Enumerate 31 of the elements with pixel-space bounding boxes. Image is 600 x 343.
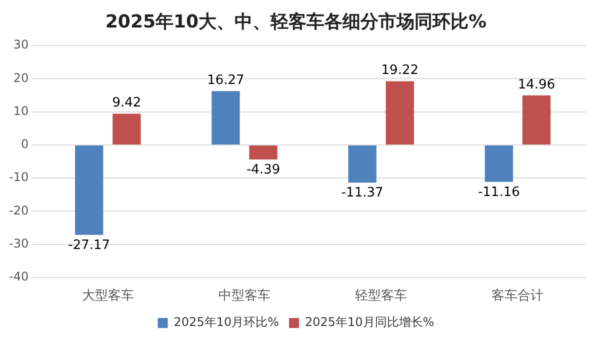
data-label: -11.37 [341,185,384,200]
x-tick-label: 中型客车 [218,288,270,304]
data-label: -27.17 [68,238,110,253]
chart-title: 2025年10大、中、轻客车各细分市场同环比% [105,11,487,32]
y-tick-label: -40 [8,270,29,284]
y-tick-label: 30 [13,38,29,52]
bar [484,145,514,182]
data-label: -11.16 [478,184,520,200]
data-label: 16.27 [207,72,244,88]
legend-label: 2025年10月环比% [174,315,280,330]
legend-label: 2025年10月同比增长% [305,315,434,330]
x-tick-label: 轻型客车 [355,288,408,304]
y-tick-label: 20 [13,70,29,85]
x-tick-label: 大型客车 [82,288,134,304]
y-tick-label: -20 [8,203,29,218]
y-tick-label: 0 [20,137,29,152]
bar [386,81,414,144]
data-label: 14.96 [518,77,556,92]
bar [112,114,141,144]
x-tick-label: 客车合计 [492,288,544,304]
bar [75,145,104,235]
data-label: -4.39 [246,162,280,178]
bar [249,145,278,160]
data-label: 9.42 [112,96,142,111]
bar [348,145,376,183]
y-tick-label: -10 [8,170,29,184]
data-label: 19.22 [381,63,418,78]
y-tick-label: -30 [8,236,29,250]
bar [522,95,551,144]
y-tick-label: 10 [13,104,29,118]
bar [212,91,240,144]
